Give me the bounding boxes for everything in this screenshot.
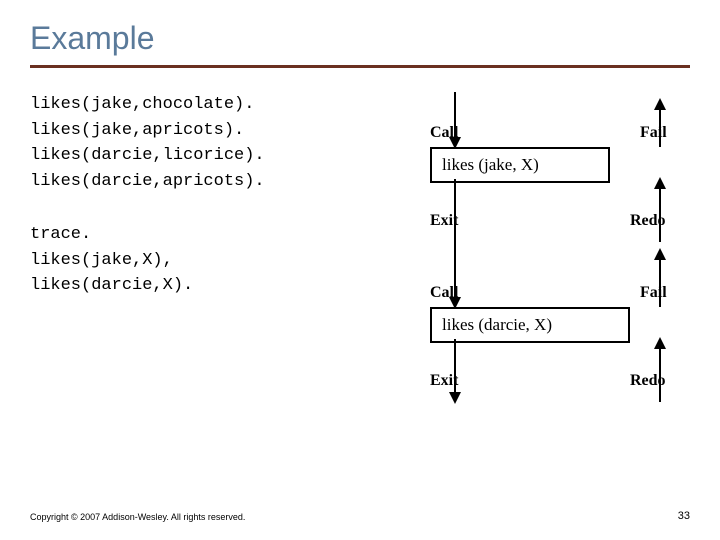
title-rule — [30, 65, 690, 68]
facts-block: likes(jake,chocolate). likes(jake,aprico… — [30, 92, 350, 194]
code-column: likes(jake,chocolate). likes(jake,aprico… — [30, 92, 350, 452]
query-block: trace. likes(jake,X), likes(darcie,X). — [30, 222, 350, 299]
goal-box-1: likes (jake, X) — [430, 147, 610, 183]
port-label-fail2: Fail — [640, 284, 667, 302]
port-label-call2: Call — [430, 284, 458, 302]
content-area: likes(jake,chocolate). likes(jake,aprico… — [30, 92, 690, 452]
arrows-layer — [370, 92, 700, 452]
page-number: 33 — [678, 510, 690, 522]
port-label-redo1: Redo — [630, 212, 666, 230]
trace-diagram: likes (jake, X) likes (darcie, X) Call Fail… — [370, 92, 700, 452]
port-label-fail1: Fail — [640, 124, 667, 142]
slide-title: Example — [30, 20, 690, 57]
port-label-exit2: Exit — [430, 372, 458, 390]
port-label-redo2: Redo — [630, 372, 666, 390]
port-label-call1: Call — [430, 124, 458, 142]
port-label-exit1: Exit — [430, 212, 458, 230]
diagram-column: likes (jake, X) likes (darcie, X) Call Fail… — [370, 92, 700, 452]
copyright-text: Copyright © 2007 Addison-Wesley. All rig… — [30, 512, 245, 522]
goal-box-2: likes (darcie, X) — [430, 307, 630, 343]
